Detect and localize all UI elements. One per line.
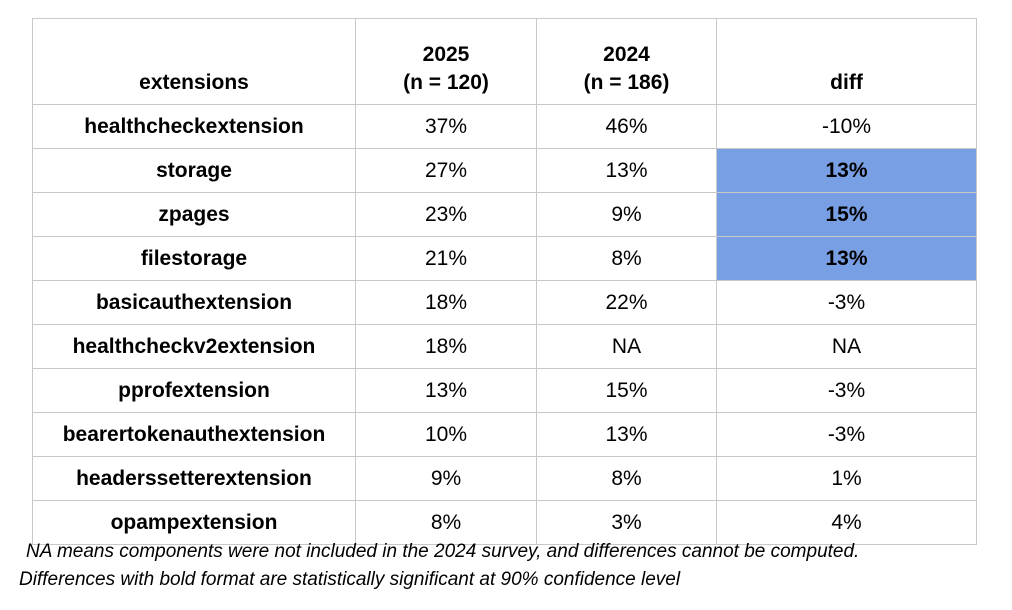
- cell: 1%: [716, 456, 977, 501]
- row-label: basicauthextension: [32, 280, 356, 325]
- cell: 8%: [536, 456, 717, 501]
- table-row: opampextension 8% 3% 4%: [32, 500, 977, 545]
- row-label: zpages: [32, 192, 356, 237]
- header-text: 2025: [422, 43, 470, 67]
- cell: -3%: [716, 412, 977, 457]
- cell: 9%: [355, 456, 537, 501]
- row-label: bearertokenauthextension: [32, 412, 356, 457]
- cell: 4%: [716, 500, 977, 545]
- cell: 15%: [536, 368, 717, 413]
- table-row: storage 27% 13% 13%: [32, 148, 977, 193]
- header-text: 2024: [603, 43, 650, 67]
- cell: 23%: [355, 192, 537, 237]
- table-row: pprofextension 13% 15% -3%: [32, 368, 977, 413]
- row-label: headerssetterextension: [32, 456, 356, 501]
- cell: 27%: [355, 148, 537, 193]
- header-cell: diff: [716, 18, 977, 105]
- cell: 15%: [716, 192, 977, 237]
- cell: 8%: [355, 500, 537, 545]
- cell: NA: [716, 324, 977, 369]
- cell: 10%: [355, 412, 537, 457]
- cell: 8%: [536, 236, 717, 281]
- header-row: extensions 2025 (n = 120) 2024 (n = 186) diff: [32, 18, 977, 105]
- header-text: extensions: [139, 70, 249, 94]
- cell: 22%: [536, 280, 717, 325]
- cell: 21%: [355, 236, 537, 281]
- cell: 3%: [536, 500, 717, 545]
- note: NA means components were not included in…: [26, 541, 860, 562]
- table-row: healthcheckextension 37% 46% -10%: [32, 104, 977, 149]
- table-row: bearertokenauthextension 10% 13% -3%: [32, 412, 977, 457]
- row-label: healthcheckextension: [32, 104, 356, 149]
- cell: 18%: [355, 280, 537, 325]
- data-table: extensions 2025 (n = 120) 2024 (n = 186) diff…: [32, 18, 977, 545]
- cell: 13%: [536, 148, 717, 193]
- row-label: healthcheckv2extension: [32, 324, 356, 369]
- cell: 13%: [716, 148, 977, 193]
- row-label: filestorage: [32, 236, 356, 281]
- header-text: diff: [830, 70, 863, 94]
- header-text: (n = 186): [583, 70, 670, 94]
- header-cell: extensions: [32, 18, 356, 105]
- note: Differences with bold format are statist…: [19, 569, 681, 590]
- cell: NA: [536, 324, 717, 369]
- header-cell: 2025 (n = 120): [355, 18, 537, 105]
- table-row: headerssetterextension 9% 8% 1%: [32, 456, 977, 501]
- cell: 18%: [355, 324, 537, 369]
- cell: 13%: [355, 368, 537, 413]
- table-row: filestorage 21% 8% 13%: [32, 236, 977, 281]
- cell: 9%: [536, 192, 717, 237]
- row-label: storage: [32, 148, 356, 193]
- table-row: zpages 23% 9% 15%: [32, 192, 977, 237]
- row-label: pprofextension: [32, 368, 356, 413]
- table-row: basicauthextension 18% 22% -3%: [32, 280, 977, 325]
- cell: -10%: [716, 104, 977, 149]
- cell: 46%: [536, 104, 717, 149]
- cell: -3%: [716, 368, 977, 413]
- table-row: healthcheckv2extension 18% NA NA: [32, 324, 977, 369]
- header-cell: 2024 (n = 186): [536, 18, 717, 105]
- cell: 13%: [716, 236, 977, 281]
- row-label: opampextension: [32, 500, 356, 545]
- header-text: (n = 120): [403, 70, 489, 94]
- cell: 37%: [355, 104, 537, 149]
- cell: 13%: [536, 412, 717, 457]
- cell: -3%: [716, 280, 977, 325]
